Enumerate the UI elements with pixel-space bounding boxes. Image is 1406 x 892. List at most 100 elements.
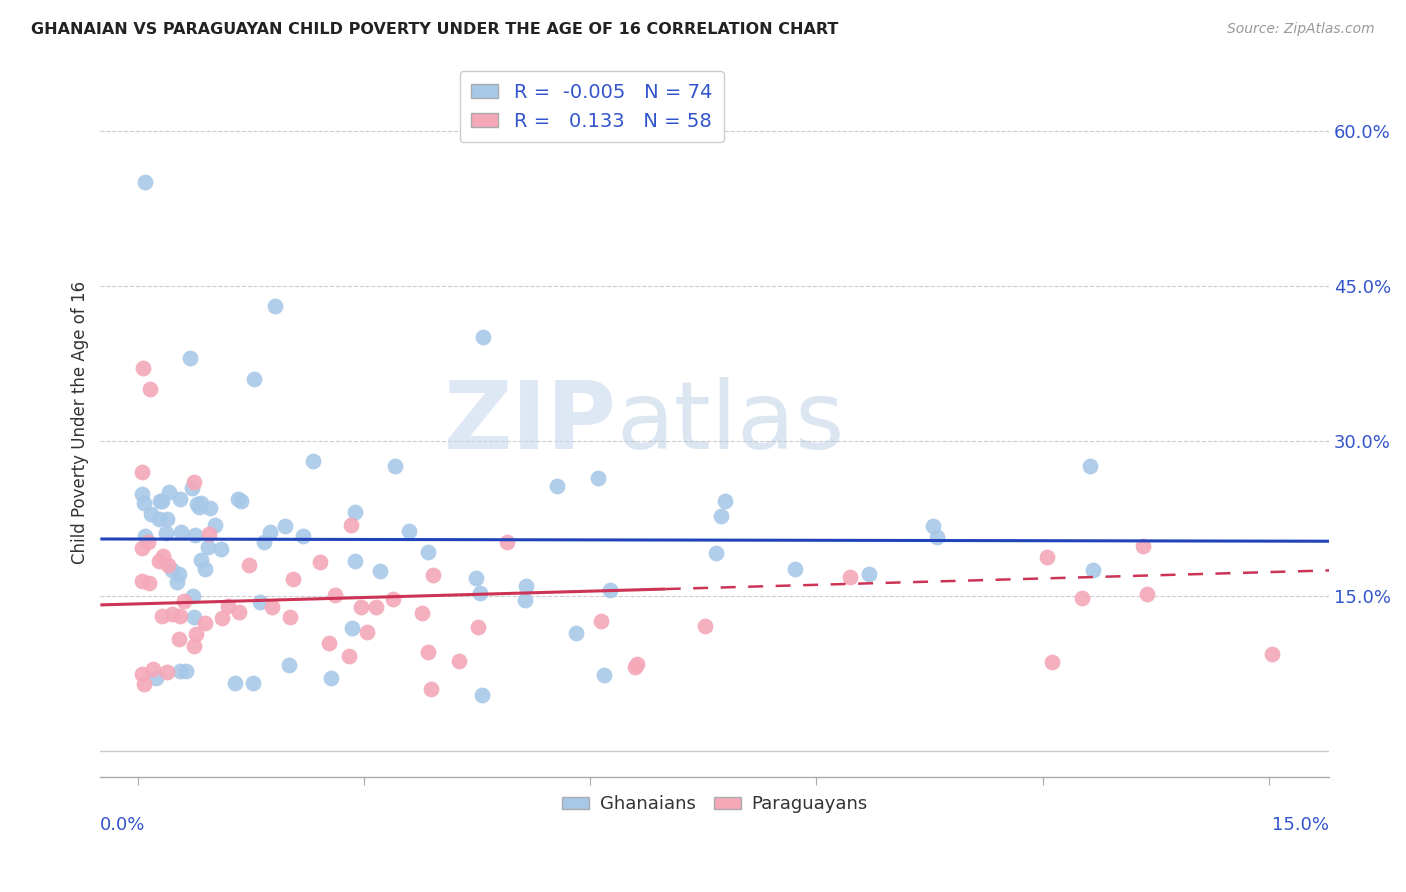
Point	[1132, 539, 1154, 553]
Text: 0.0%: 0.0%	[100, 815, 146, 833]
Point	[157, 558, 180, 573]
Point	[714, 494, 737, 508]
Point	[416, 645, 439, 659]
Point	[447, 654, 470, 668]
Point	[259, 524, 281, 539]
Point	[1071, 591, 1094, 606]
Point	[695, 619, 717, 633]
Point	[1078, 459, 1101, 474]
Point	[181, 590, 204, 604]
Point	[229, 494, 252, 508]
Point	[278, 658, 301, 673]
Point	[181, 481, 204, 495]
Point	[515, 579, 537, 593]
Point	[323, 588, 346, 602]
Point	[142, 662, 165, 676]
Point	[217, 599, 239, 613]
Point	[471, 688, 494, 702]
Point	[785, 562, 807, 576]
Point	[156, 511, 179, 525]
Point	[197, 540, 219, 554]
Point	[169, 664, 191, 678]
Legend: Ghanaians, Paraguayans: Ghanaians, Paraguayans	[554, 789, 875, 821]
Point	[132, 677, 155, 691]
Point	[198, 527, 221, 541]
Point	[242, 675, 264, 690]
Point	[139, 507, 162, 521]
Point	[190, 496, 212, 510]
Point	[174, 665, 197, 679]
Text: GHANAIAN VS PARAGUAYAN CHILD POVERTY UNDER THE AGE OF 16 CORRELATION CHART: GHANAIAN VS PARAGUAYAN CHILD POVERTY UND…	[31, 22, 838, 37]
Point	[139, 382, 162, 396]
Point	[249, 595, 271, 609]
Point	[184, 627, 207, 641]
Point	[157, 485, 180, 500]
Point	[131, 541, 153, 555]
Text: 15.0%: 15.0%	[1272, 815, 1329, 833]
Point	[546, 478, 568, 492]
Point	[318, 636, 340, 650]
Point	[586, 471, 609, 485]
Y-axis label: Child Poverty Under the Age of 16: Child Poverty Under the Age of 16	[72, 281, 89, 564]
Point	[350, 599, 373, 614]
Text: ZIP: ZIP	[443, 376, 616, 468]
Point	[467, 620, 489, 634]
Point	[211, 611, 233, 625]
Point	[243, 371, 266, 385]
Point	[160, 607, 183, 621]
Point	[166, 575, 188, 590]
Point	[150, 608, 173, 623]
Point	[194, 561, 217, 575]
Point	[160, 563, 183, 577]
Point	[381, 591, 404, 606]
Point	[278, 610, 301, 624]
Point	[337, 648, 360, 663]
Point	[224, 676, 246, 690]
Point	[1042, 655, 1064, 669]
Point	[1081, 563, 1104, 577]
Point	[155, 526, 177, 541]
Point	[179, 351, 201, 365]
Point	[131, 486, 153, 500]
Point	[184, 528, 207, 542]
Point	[283, 572, 305, 586]
Point	[301, 454, 323, 468]
Point	[343, 554, 366, 568]
Point	[134, 529, 156, 543]
Point	[209, 542, 232, 557]
Point	[260, 600, 283, 615]
Point	[839, 570, 862, 584]
Point	[704, 546, 727, 560]
Point	[198, 501, 221, 516]
Point	[384, 459, 406, 474]
Point	[465, 571, 488, 585]
Point	[626, 657, 648, 671]
Point	[152, 549, 174, 563]
Point	[496, 535, 519, 549]
Point	[136, 535, 159, 549]
Point	[150, 494, 173, 508]
Point	[309, 555, 332, 569]
Point	[148, 554, 170, 568]
Point	[710, 508, 733, 523]
Point	[183, 475, 205, 489]
Point	[252, 534, 274, 549]
Point	[169, 491, 191, 506]
Point	[922, 519, 945, 533]
Point	[167, 632, 190, 646]
Point	[411, 606, 433, 620]
Point	[418, 545, 440, 559]
Point	[1261, 647, 1284, 661]
Point	[564, 626, 586, 640]
Point	[858, 566, 880, 581]
Point	[422, 567, 444, 582]
Point	[515, 593, 537, 607]
Point	[366, 599, 388, 614]
Point	[420, 681, 443, 696]
Point	[1036, 550, 1059, 565]
Point	[183, 639, 205, 653]
Point	[132, 361, 155, 376]
Point	[340, 517, 363, 532]
Point	[228, 605, 250, 619]
Point	[468, 586, 491, 600]
